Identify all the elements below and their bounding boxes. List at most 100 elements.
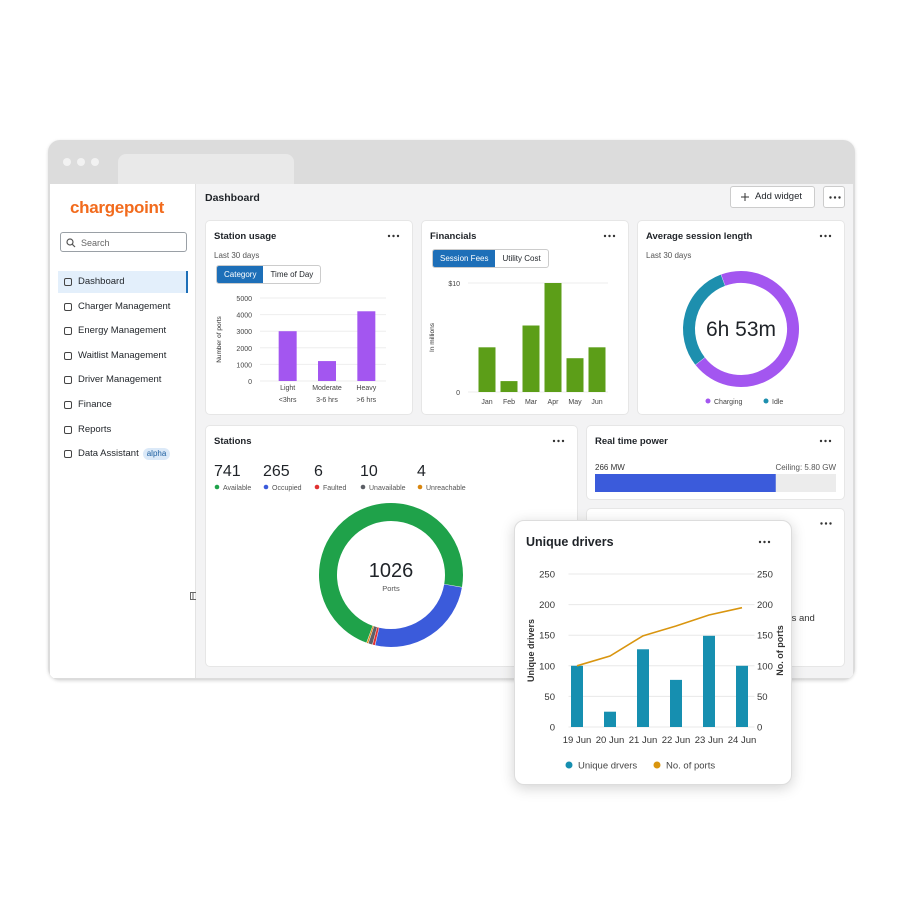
bar [500, 381, 518, 392]
nav-item[interactable]: Energy Management [58, 320, 188, 342]
x-tick-label: Feb [503, 399, 515, 406]
card-subtitle: Last 30 days [646, 251, 692, 260]
x-tick-label: Jun [591, 399, 602, 406]
more-icon[interactable] [758, 540, 771, 544]
nav-item[interactable]: Waitlist Management [58, 345, 188, 367]
more-button[interactable] [823, 186, 845, 208]
page-title: Dashboard [205, 192, 260, 204]
nav-icon [64, 450, 72, 459]
legend-dot [565, 761, 573, 769]
bar [522, 325, 540, 392]
legend-dot [763, 398, 769, 404]
legend-label: No. of ports [666, 761, 715, 772]
bar [571, 665, 583, 727]
search-placeholder: Search [81, 238, 110, 248]
bar [278, 331, 297, 381]
more-icon[interactable] [819, 439, 832, 443]
card-title: Real time power [595, 436, 668, 447]
y-tick-label: 5000 [236, 296, 252, 303]
more-icon[interactable] [387, 234, 400, 238]
y-axis-label: Unique drivers [526, 619, 536, 682]
bar [566, 358, 584, 392]
search-box[interactable]: Search [60, 232, 187, 252]
nav-label: Waitlist Management [78, 349, 167, 361]
nav-icon [64, 302, 72, 311]
donut-segment [683, 274, 726, 365]
financials-card: Financials Session Fees Utility Cost 0 $1… [422, 221, 628, 414]
x-tick-label: Apr [548, 399, 560, 406]
donut-segment [375, 584, 462, 647]
power-ceiling: Ceiling: 5.80 GW [776, 463, 837, 472]
add-widget-button[interactable]: Add widget [730, 186, 815, 208]
nav-item[interactable]: Charger Management [58, 296, 188, 318]
more-icon[interactable] [819, 234, 832, 238]
x-tick-label: May [568, 399, 582, 406]
x-tick-sublabel: 3-6 hrs [316, 397, 338, 404]
financials-chart: 0 $10 In millions Jan Feb Mar Apr May Jun [429, 234, 616, 406]
y-tick-label: 100 [539, 661, 555, 672]
bar [736, 665, 748, 727]
nav-label: Data Assistant [78, 448, 139, 460]
stat-value: 6 [314, 463, 323, 480]
legend-dot [705, 398, 711, 404]
legend-label: Idle [772, 399, 783, 406]
nav-item[interactable]: Reports [58, 419, 188, 441]
x-tick-label: Moderate [312, 385, 342, 392]
card-title: Unique drivers [526, 535, 614, 549]
y2-tick-label: 250 [757, 570, 773, 581]
x-tick-label: 19 Jun [563, 735, 592, 746]
y-axis-label: Number of ports [216, 315, 223, 362]
stat-label: Faulted [323, 485, 346, 492]
y-tick-label: 0 [550, 723, 555, 734]
nav-item[interactable]: Data Assistant alpha [58, 443, 188, 465]
y2-tick-label: 200 [757, 600, 773, 611]
card-text: ees and [781, 613, 815, 624]
power-current: 266 MW [595, 463, 625, 472]
bar [357, 311, 376, 381]
x-tick-label: 20 Jun [596, 735, 625, 746]
x-tick-label: Mar [525, 399, 538, 406]
bar [318, 361, 336, 381]
tab[interactable]: Category [217, 266, 264, 283]
donut-segment [368, 626, 378, 645]
nav-item[interactable]: Driver Management [58, 369, 188, 391]
logo[interactable]: chargepoint [70, 198, 164, 217]
nav-label: Energy Management [78, 325, 167, 337]
nav-label: Finance [78, 399, 112, 410]
sidebar: chargepoint Search Dashboard Charger Mana… [50, 184, 198, 678]
y-tick-label: 3000 [236, 329, 252, 336]
bar [637, 649, 649, 727]
x-tick-label: 24 Jun [728, 735, 757, 746]
unique-drivers-popup: Unique drivers 0 50 100 150 200 250 0 50 100 150 2… [514, 520, 792, 785]
x-tick-label: Light [280, 385, 295, 392]
x-tick-label: 23 Jun [695, 735, 724, 746]
more-icon[interactable] [603, 234, 616, 238]
window-dots [63, 158, 99, 166]
card-subtitle: Last 30 days [214, 251, 260, 260]
browser-tab [118, 154, 294, 184]
legend-dot [653, 761, 661, 769]
donut-segment [695, 271, 799, 387]
stat-value: 741 [214, 463, 241, 480]
center-caption: Ports [382, 584, 400, 593]
session-length-chart: 6h 53m Charging Idle [683, 234, 832, 406]
nav-item[interactable]: Finance [58, 394, 188, 416]
more-icon[interactable] [552, 439, 565, 443]
nav-label: Reports [78, 423, 112, 435]
legend-dot [263, 484, 269, 490]
tab[interactable]: Utility Cost [502, 254, 541, 263]
y2-tick-label: 0 [757, 723, 762, 734]
nav-label: Dashboard [78, 276, 125, 287]
x-tick-label: Heavy [356, 385, 376, 392]
session-length-card: Average session length Last 30 days 6h 5… [638, 221, 844, 414]
card-title: Stations [214, 436, 252, 447]
nav-icon [64, 278, 72, 286]
bar [544, 283, 562, 392]
search-icon [66, 238, 76, 248]
tab[interactable]: Session Fees [433, 250, 496, 267]
tab[interactable]: Time of Day [270, 270, 314, 279]
nav-item[interactable]: Dashboard [58, 271, 188, 293]
more-icon[interactable] [820, 522, 832, 525]
nav-icon [64, 351, 72, 360]
